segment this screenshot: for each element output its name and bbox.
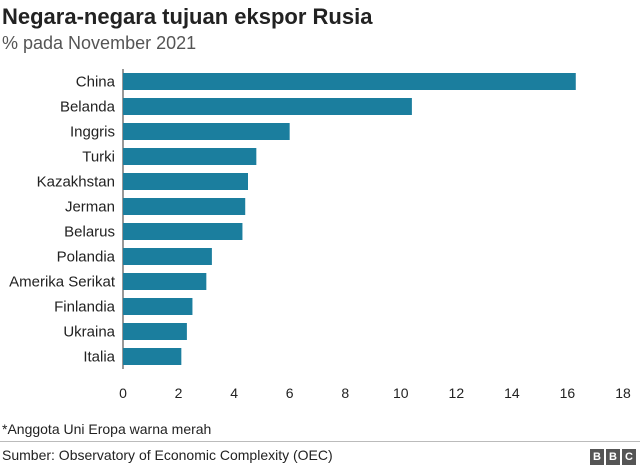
bar-belarus [123, 223, 243, 240]
bar-china [123, 73, 576, 90]
x-tick-label: 6 [286, 385, 294, 401]
category-label: Inggris [70, 124, 115, 141]
footnote: *Anggota Uni Eropa warna merah [2, 421, 212, 437]
category-label: China [76, 74, 116, 91]
category-label: Jerman [65, 199, 115, 216]
bar-chart: China Belanda Inggris Turki Kazakhstan Jerman… [9, 69, 631, 401]
bar-amerika-serikat [123, 273, 207, 290]
bar-ukraina [123, 323, 187, 340]
x-tick-label: 0 [119, 385, 127, 401]
category-label: Turki [82, 149, 115, 166]
x-tick-label: 18 [615, 385, 631, 401]
category-label: Finlandia [54, 299, 116, 316]
category-label: Belarus [64, 224, 115, 241]
category-label: Ukraina [63, 324, 115, 341]
bar-turki [123, 148, 257, 165]
bar-italia [123, 348, 182, 365]
x-tick-label: 2 [175, 385, 183, 401]
bar-inggris [123, 123, 290, 140]
x-tick-label: 14 [504, 385, 520, 401]
x-tick-label: 8 [341, 385, 349, 401]
footer-divider [0, 441, 640, 442]
logo-letter: B [606, 449, 620, 465]
bar-belanda [123, 98, 412, 115]
x-tick-label: 12 [449, 385, 465, 401]
bar-kazakhstan [123, 173, 248, 190]
logo-letter: C [622, 449, 636, 465]
bar-polandia [123, 248, 212, 265]
category-label: Kazakhstan [37, 174, 115, 191]
category-label: Polandia [57, 249, 116, 266]
bar-jerman [123, 198, 246, 215]
bbc-logo: B B C [590, 449, 636, 465]
x-tick-label: 16 [560, 385, 576, 401]
category-label: Belanda [60, 99, 116, 116]
x-tick-label: 10 [393, 385, 409, 401]
chart-subtitle: % pada November 2021 [2, 33, 197, 53]
x-tick-label: 4 [230, 385, 238, 401]
logo-letter: B [590, 449, 604, 465]
chart-title: Negara-negara tujuan ekspor Rusia [2, 4, 373, 29]
category-label: Italia [83, 349, 115, 366]
bar-finlandia [123, 298, 193, 315]
category-label: Amerika Serikat [9, 274, 116, 291]
source-note: Sumber: Observatory of Economic Complexi… [2, 447, 333, 463]
